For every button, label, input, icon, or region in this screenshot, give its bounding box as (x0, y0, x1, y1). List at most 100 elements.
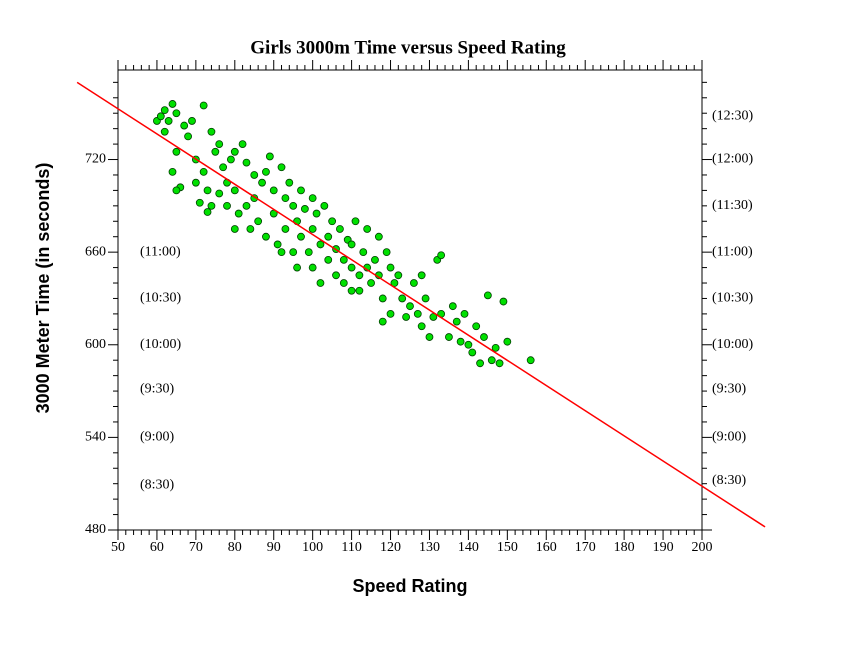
point (304, 248, 313, 257)
point (265, 152, 274, 161)
point (211, 147, 220, 156)
point (495, 359, 504, 368)
x-axis-label: Speed Rating (352, 576, 467, 596)
annotation: (10:00) (140, 337, 182, 352)
point (289, 201, 298, 210)
x-tick-label: 140 (458, 540, 479, 555)
plot-frame (117, 69, 703, 531)
y-tick-label: 480 (85, 522, 106, 537)
point (164, 117, 173, 125)
point (234, 209, 243, 218)
point (363, 225, 372, 233)
point (172, 109, 181, 118)
point (448, 302, 457, 311)
point (172, 186, 181, 195)
point (480, 333, 488, 341)
point (242, 158, 251, 167)
point (184, 132, 192, 141)
point (386, 309, 395, 318)
point (320, 201, 329, 210)
x-tick-label: 50 (111, 540, 125, 555)
point (277, 248, 286, 257)
y2-tick-label: (9:30) (712, 382, 747, 397)
x-tick-label: 110 (341, 540, 361, 555)
point (242, 201, 251, 210)
x-tick-label: 90 (267, 540, 281, 555)
point (464, 340, 473, 349)
point (207, 127, 216, 136)
point (308, 263, 317, 272)
point (476, 359, 484, 368)
point (378, 317, 387, 326)
point (199, 101, 208, 110)
y-axis-label: 3000 Meter Time (in seconds) (33, 163, 53, 414)
point (316, 240, 325, 249)
point (281, 194, 290, 203)
x-tick-label: 100 (302, 540, 323, 555)
point (409, 279, 418, 287)
point (172, 147, 181, 156)
x-tick-label: 130 (419, 540, 440, 555)
point (215, 189, 224, 198)
point (273, 240, 282, 249)
y2-tick-label: (9:00) (712, 430, 747, 445)
y-tick-label: 540 (85, 430, 106, 445)
point (160, 127, 169, 136)
x-tick-label: 190 (653, 540, 674, 555)
point (367, 279, 375, 287)
point (297, 186, 305, 195)
point (238, 140, 247, 148)
y2-tick-label: (12:00) (712, 152, 754, 167)
point (324, 255, 333, 264)
point (293, 263, 301, 272)
x-tick-label: 170 (575, 540, 596, 555)
point (386, 263, 395, 272)
point (374, 232, 383, 241)
point (227, 155, 235, 164)
point (328, 217, 337, 226)
point (230, 225, 239, 233)
point (195, 198, 204, 207)
annotation: (11:00) (140, 244, 181, 259)
point (156, 112, 165, 121)
x-tick-label: 160 (536, 540, 557, 555)
y-tick-label: 660 (85, 244, 106, 259)
point (297, 232, 305, 241)
point (339, 255, 348, 264)
point (312, 209, 321, 218)
point (351, 217, 360, 226)
point (359, 248, 368, 257)
point (460, 309, 469, 318)
point (526, 356, 535, 365)
point (421, 294, 430, 303)
point (336, 225, 344, 233)
y2-tick-label: (10:30) (712, 291, 754, 306)
point (207, 201, 216, 210)
point (180, 121, 189, 130)
point (230, 147, 239, 156)
point (402, 313, 411, 321)
point (437, 251, 446, 260)
point (355, 271, 364, 280)
point (382, 248, 391, 257)
y2-tick-label: (12:30) (712, 109, 754, 124)
point (191, 178, 200, 187)
point (188, 117, 196, 125)
annotation: (8:30) (140, 477, 175, 492)
point (347, 263, 356, 272)
y2-tick-label: (11:00) (712, 244, 753, 259)
point (413, 309, 422, 318)
point (452, 317, 461, 326)
point (472, 322, 481, 331)
point (499, 297, 508, 306)
point (250, 171, 259, 179)
point (324, 232, 333, 241)
y2-tick-label: (10:00) (712, 337, 754, 352)
x-tick-label: 70 (189, 540, 203, 555)
point (445, 333, 453, 341)
point (355, 286, 364, 295)
point (417, 271, 426, 280)
x-tick-label: 80 (228, 540, 242, 555)
point (503, 337, 512, 346)
